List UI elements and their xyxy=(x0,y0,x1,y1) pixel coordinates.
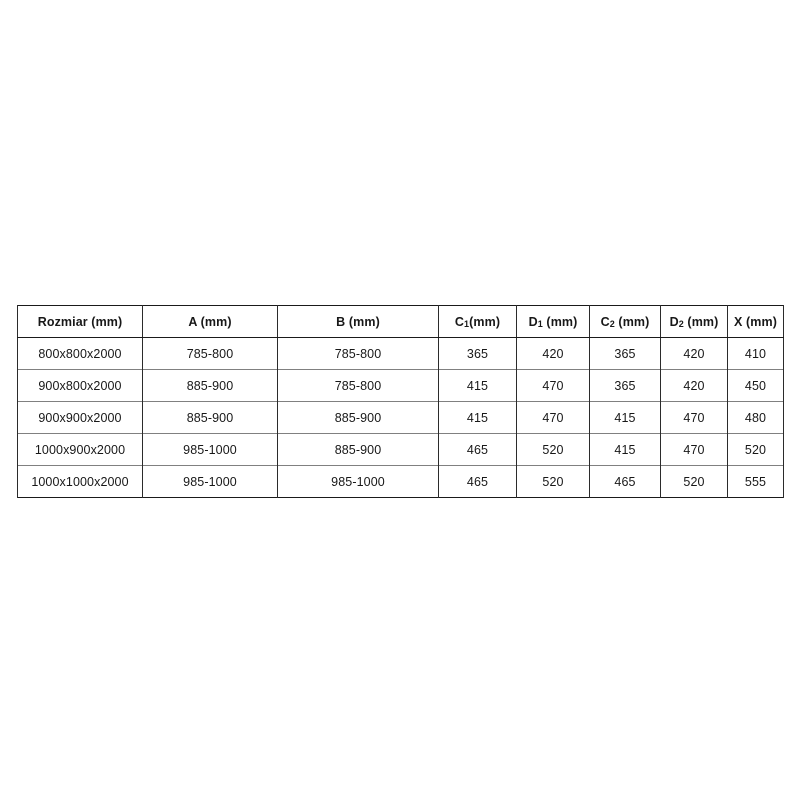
cell-c1: 415 xyxy=(438,369,517,402)
cell-x: 520 xyxy=(727,433,784,466)
table-row: 1000x1000x2000 985-1000 985-1000 465 520 465 5… xyxy=(17,465,784,498)
table-body: 800x800x2000 785-800 785-800 365 420 365 420 41… xyxy=(17,337,784,498)
cell-d2: 520 xyxy=(660,465,728,498)
column-header-label: Rozmiar (mm) xyxy=(37,314,123,329)
column-header-unit: (mm) xyxy=(683,314,719,329)
cell-b: 885-900 xyxy=(277,401,439,434)
column-header-unit: (mm) xyxy=(469,314,501,329)
cell-size: 900x900x2000 xyxy=(17,401,143,434)
cell-d1: 470 xyxy=(516,369,590,402)
table-row: 1000x900x2000 985-1000 885-900 465 520 415 470… xyxy=(17,433,784,466)
cell-x: 480 xyxy=(727,401,784,434)
cell-d2: 420 xyxy=(660,337,728,370)
cell-c2: 465 xyxy=(589,465,661,498)
column-header-label: X (mm) xyxy=(734,314,777,329)
cell-c1: 465 xyxy=(438,433,517,466)
column-header-size[interactable]: Rozmiar (mm) xyxy=(17,305,143,338)
column-header-c2[interactable]: C2 (mm) xyxy=(589,305,661,338)
cell-a: 785-800 xyxy=(142,337,278,370)
column-header-label: D xyxy=(669,314,679,329)
cell-x: 410 xyxy=(727,337,784,370)
column-header-subscript: 1 xyxy=(464,318,470,329)
cell-x: 450 xyxy=(727,369,784,402)
cell-d2: 420 xyxy=(660,369,728,402)
cell-b: 785-800 xyxy=(277,369,439,402)
specification-table: Rozmiar (mm) A (mm) B (mm) C1(mm) D1 (mm) C2 … xyxy=(17,305,784,498)
cell-d1: 470 xyxy=(516,401,590,434)
cell-size: 800x800x2000 xyxy=(17,337,143,370)
cell-d2: 470 xyxy=(660,401,728,434)
cell-b: 885-900 xyxy=(277,433,439,466)
column-header-subscript: 2 xyxy=(609,318,615,329)
cell-d2: 470 xyxy=(660,433,728,466)
column-header-unit: (mm) xyxy=(542,314,578,329)
column-header-label: C xyxy=(600,314,610,329)
cell-c1: 365 xyxy=(438,337,517,370)
cell-c1: 465 xyxy=(438,465,517,498)
table-row: 900x800x2000 885-900 785-800 415 470 365 420 45… xyxy=(17,369,784,402)
column-header-unit: (mm) xyxy=(614,314,650,329)
column-header-subscript: 1 xyxy=(537,318,543,329)
cell-b: 785-800 xyxy=(277,337,439,370)
cell-a: 985-1000 xyxy=(142,465,278,498)
column-header-c1[interactable]: C1(mm) xyxy=(438,305,517,338)
cell-c2: 365 xyxy=(589,337,661,370)
cell-d1: 420 xyxy=(516,337,590,370)
column-header-d1[interactable]: D1 (mm) xyxy=(516,305,590,338)
cell-d1: 520 xyxy=(516,433,590,466)
cell-d1: 520 xyxy=(516,465,590,498)
cell-size: 900x800x2000 xyxy=(17,369,143,402)
column-header-label: A (mm) xyxy=(188,314,232,329)
column-header-a[interactable]: A (mm) xyxy=(142,305,278,338)
cell-size: 1000x1000x2000 xyxy=(17,465,143,498)
column-header-d2[interactable]: D2 (mm) xyxy=(660,305,728,338)
table-row: 800x800x2000 785-800 785-800 365 420 365 420 41… xyxy=(17,337,784,370)
cell-c2: 415 xyxy=(589,433,661,466)
column-header-x[interactable]: X (mm) xyxy=(727,305,784,338)
cell-c1: 415 xyxy=(438,401,517,434)
cell-x: 555 xyxy=(727,465,784,498)
cell-a: 885-900 xyxy=(142,369,278,402)
table-header-row: Rozmiar (mm) A (mm) B (mm) C1(mm) D1 (mm) C2 … xyxy=(17,305,784,338)
column-header-label: B (mm) xyxy=(336,314,380,329)
cell-c2: 415 xyxy=(589,401,661,434)
cell-a: 985-1000 xyxy=(142,433,278,466)
column-header-label: C xyxy=(454,314,465,329)
column-header-b[interactable]: B (mm) xyxy=(277,305,439,338)
column-header-subscript: 2 xyxy=(678,318,684,329)
cell-c2: 365 xyxy=(589,369,661,402)
cell-a: 885-900 xyxy=(142,401,278,434)
cell-size: 1000x900x2000 xyxy=(17,433,143,466)
table-row: 900x900x2000 885-900 885-900 415 470 415 470 48… xyxy=(17,401,784,434)
cell-b: 985-1000 xyxy=(277,465,439,498)
column-header-label: D xyxy=(528,314,538,329)
table-header: Rozmiar (mm) A (mm) B (mm) C1(mm) D1 (mm) C2 … xyxy=(17,305,784,338)
specification-table-container: Rozmiar (mm) A (mm) B (mm) C1(mm) D1 (mm) C2 … xyxy=(17,305,784,498)
